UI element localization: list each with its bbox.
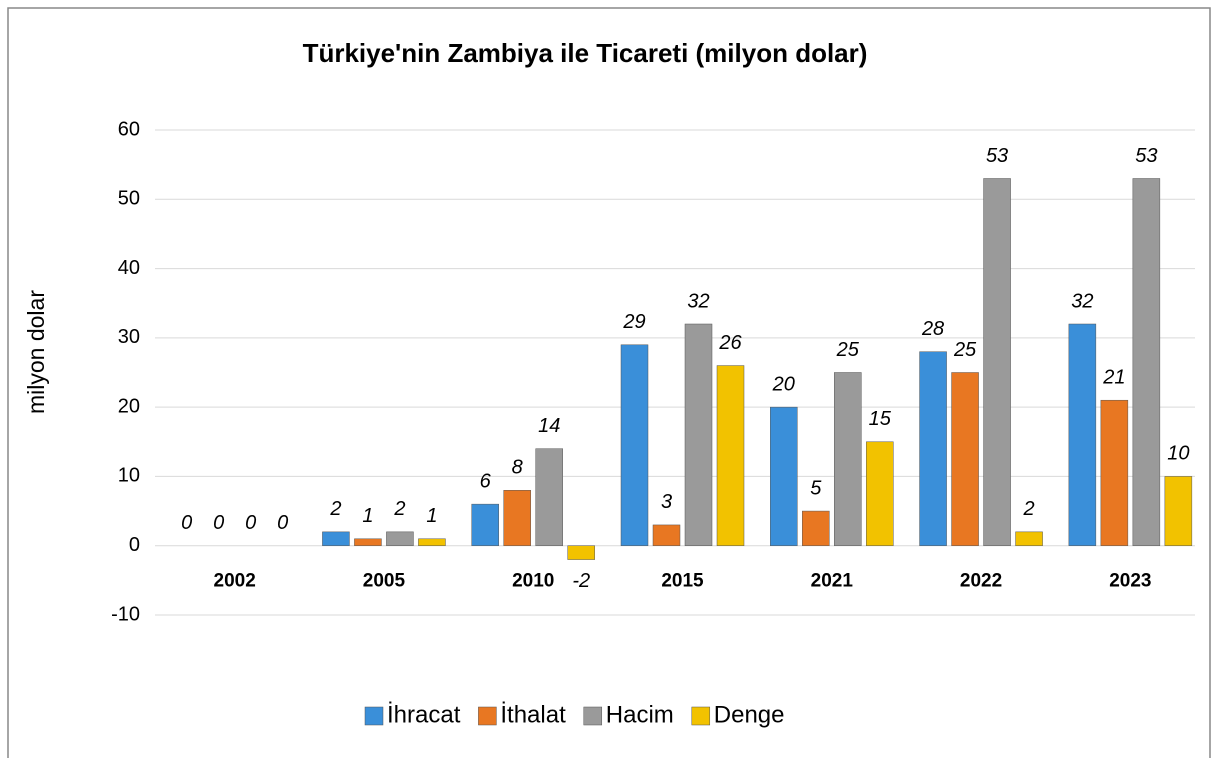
bar [535,448,563,546]
x-tick-label: 2023 [1109,571,1151,592]
bar [386,531,414,546]
bar [951,372,979,546]
data-label: 5 [810,477,822,499]
bar [802,510,830,546]
chart-title: Türkiye'nin Zambiya ile Ticareti (milyon… [303,38,868,68]
bar [834,372,862,546]
data-label: 32 [1071,290,1093,312]
y-tick-label: -10 [111,603,140,625]
y-tick-label: 20 [118,395,140,417]
data-label: 1 [362,505,373,527]
bar [866,441,894,546]
legend-label: Denge [714,701,785,728]
bar [322,531,350,546]
legend-swatch [691,706,711,726]
bar [471,503,499,546]
bar [983,178,1011,546]
bar [684,323,713,546]
bar [354,538,382,546]
legend-swatch [364,706,384,726]
data-label: 0 [213,512,224,534]
x-tick-label: 2005 [363,571,406,592]
data-label: 0 [245,512,256,534]
data-label: 21 [1102,366,1125,388]
bar [919,351,947,546]
bar [1100,399,1129,546]
data-label: 6 [480,470,492,492]
data-label: -2 [572,570,590,592]
legend-swatch [478,706,497,726]
data-label: 25 [836,339,860,361]
x-tick-label: 2015 [661,571,704,592]
data-label: 14 [538,415,560,437]
y-axis-label: milyon dolar [23,290,49,414]
data-label: 32 [687,290,709,312]
data-label: 2 [1023,498,1035,520]
x-tick-label: 2021 [811,571,854,592]
data-label: 29 [622,311,645,333]
bar [652,524,681,546]
data-label: 25 [953,339,977,361]
y-tick-label: 0 [129,534,140,556]
bar [770,406,798,546]
data-label: 28 [921,318,944,340]
legend-swatch [583,706,603,726]
legend-label: İhracat [387,701,461,728]
data-label: 26 [718,332,742,354]
data-label: 2 [329,498,341,520]
x-tick-label: 2010 [512,571,554,592]
data-label: 0 [181,512,192,534]
x-tick-label: 2002 [214,571,256,592]
y-tick-label: 60 [118,118,140,140]
data-label: 8 [512,457,523,479]
data-label: 53 [1135,145,1157,167]
data-label: 0 [277,512,288,534]
y-tick-label: 50 [118,188,140,210]
y-tick-label: 40 [118,257,140,279]
x-tick-label: 2022 [960,571,1002,592]
bar [716,365,745,546]
data-label: 15 [869,408,892,430]
data-label: 53 [986,145,1008,167]
data-label: 2 [393,498,405,520]
bar [1068,323,1097,546]
y-tick-label: 10 [118,465,140,487]
chart-border [7,7,1211,758]
bar [620,344,649,546]
data-label: 3 [661,491,672,513]
y-tick-label: 30 [118,326,140,348]
bar [1015,531,1043,546]
bar [567,545,595,560]
bar [1132,178,1161,546]
legend-label: İthalat [500,701,566,728]
bar [418,538,446,546]
data-label: 10 [1167,443,1189,465]
data-label: 20 [772,373,795,395]
bar [503,490,531,546]
data-label: 1 [426,505,437,527]
bar [1164,476,1193,546]
legend-label: Hacim [606,701,674,728]
